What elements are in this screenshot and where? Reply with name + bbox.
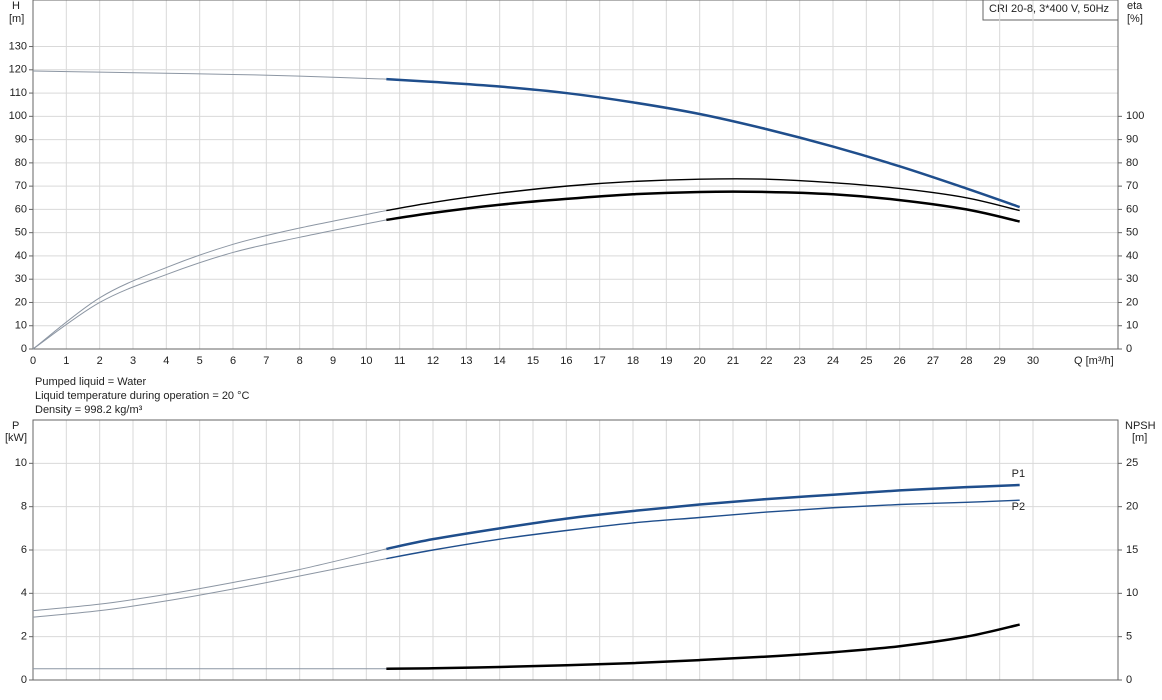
y2-tick-label: 10 — [1126, 587, 1138, 599]
curve — [386, 77, 1021, 209]
x-tick-label: 14 — [494, 355, 506, 367]
y-tick-label: 70 — [15, 180, 27, 192]
x-tick-label: 6 — [230, 355, 236, 367]
y2-tick-label: 10 — [1126, 320, 1138, 332]
x-tick-label: 5 — [197, 355, 203, 367]
y2-label: NPSH — [1125, 420, 1156, 432]
y2-tick-label: 20 — [1126, 501, 1138, 513]
curve — [386, 178, 1020, 212]
y-tick-label: 6 — [21, 544, 27, 556]
y-tick-label: 90 — [15, 134, 27, 146]
x-tick-label: 0 — [30, 355, 36, 367]
y2-tick-label: 90 — [1126, 134, 1138, 146]
curve-outside-range — [32, 548, 387, 612]
y-unit: [m] — [9, 13, 24, 25]
y2-unit: [m] — [1132, 432, 1147, 444]
y2-tick-label: 30 — [1126, 273, 1138, 285]
y-tick-label: 4 — [21, 587, 27, 599]
x-tick-label: 28 — [960, 355, 972, 367]
y2-tick-label: 20 — [1126, 296, 1138, 308]
x-tick-label: 3 — [130, 355, 136, 367]
y2-tick-label: 70 — [1126, 180, 1138, 192]
y-label: P — [12, 420, 19, 432]
curve-outside-range — [32, 219, 387, 350]
x-tick-label: 19 — [660, 355, 672, 367]
legend-label: P1 — [1012, 468, 1025, 480]
chart-title: CRI 20-8, 3*400 V, 50Hz — [989, 3, 1109, 15]
y2-label: eta — [1127, 0, 1143, 12]
x-tick-label: 25 — [860, 355, 872, 367]
x-tick-label: 11 — [394, 355, 405, 367]
curve — [386, 190, 1020, 223]
x-tick-label: 10 — [360, 355, 372, 367]
x-tick-label: 27 — [927, 355, 939, 367]
plot-frame — [32, 0, 1119, 350]
x-tick-label: 7 — [263, 355, 269, 367]
y2-tick-label: 60 — [1126, 203, 1138, 215]
y-tick-label: 50 — [15, 227, 27, 239]
y-tick-label: 8 — [21, 501, 27, 513]
y-tick-label: 20 — [15, 296, 27, 308]
annotation: Pumped liquid = Water — [35, 376, 147, 388]
x-tick-label: 26 — [894, 355, 906, 367]
y-tick-label: 40 — [15, 250, 27, 262]
curve-outside-range — [32, 70, 387, 80]
x-tick-label: 29 — [994, 355, 1006, 367]
annotation: Density = 998.2 kg/m³ — [35, 404, 143, 416]
y2-unit: [%] — [1127, 13, 1143, 25]
x-tick-label: 30 — [1027, 355, 1039, 367]
x-tick-label: 13 — [460, 355, 472, 367]
curve — [386, 499, 1020, 560]
curve — [386, 483, 1020, 551]
x-tick-label: 12 — [427, 355, 439, 367]
y-tick-label: 80 — [15, 157, 27, 169]
y-tick-label: 110 — [9, 87, 27, 99]
x-tick-label: 8 — [297, 355, 303, 367]
y-label: H — [12, 0, 20, 12]
x-tick-label: 23 — [794, 355, 806, 367]
x-tick-label: 2 — [97, 355, 103, 367]
y2-tick-label: 0 — [1126, 343, 1132, 355]
y2-tick-label: 100 — [1126, 110, 1144, 122]
curve-outside-range — [32, 558, 387, 618]
y-tick-label: 30 — [15, 273, 27, 285]
y2-tick-label: 25 — [1126, 457, 1138, 469]
x-tick-label: 9 — [330, 355, 336, 367]
y2-tick-label: 5 — [1126, 631, 1132, 643]
x-tick-label: 20 — [694, 355, 706, 367]
x-tick-label: 1 — [63, 355, 69, 367]
y-tick-label: 100 — [9, 110, 27, 122]
y-tick-label: 60 — [15, 203, 27, 215]
y-tick-label: 10 — [15, 320, 27, 332]
x-tick-label: 16 — [560, 355, 572, 367]
legend-label: P2 — [1012, 501, 1025, 513]
y-tick-label: 10 — [15, 457, 27, 469]
y-tick-label: 0 — [21, 674, 27, 686]
x-tick-label: 22 — [760, 355, 772, 367]
x-label: Q [m³/h] — [1074, 355, 1114, 367]
curve-outside-range — [32, 210, 387, 350]
y2-tick-label: 0 — [1126, 674, 1132, 686]
curve — [386, 623, 1020, 670]
x-tick-label: 21 — [727, 355, 739, 367]
y-tick-label: 0 — [21, 343, 27, 355]
x-tick-label: 17 — [594, 355, 606, 367]
x-tick-label: 24 — [827, 355, 839, 367]
y-tick-label: 120 — [9, 64, 27, 76]
plot-frame — [32, 419, 1119, 681]
y2-tick-label: 15 — [1126, 544, 1138, 556]
y-unit: [kW] — [5, 432, 27, 444]
y2-tick-label: 40 — [1126, 250, 1138, 262]
annotation: Liquid temperature during operation = 20… — [35, 390, 250, 402]
x-tick-label: 4 — [163, 355, 169, 367]
y-tick-label: 130 — [9, 40, 27, 52]
y2-tick-label: 80 — [1126, 157, 1138, 169]
y-tick-label: 2 — [21, 631, 27, 643]
x-tick-label: 15 — [527, 355, 539, 367]
y2-tick-label: 50 — [1126, 227, 1138, 239]
x-tick-label: 18 — [627, 355, 639, 367]
